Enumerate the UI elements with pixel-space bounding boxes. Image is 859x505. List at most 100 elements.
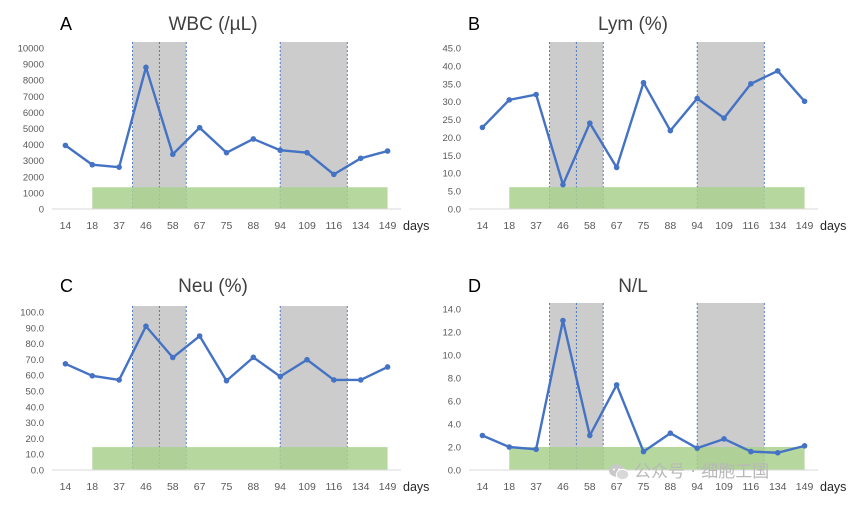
x-tick-label: 37 xyxy=(113,220,125,232)
y-tick-label: 0.0 xyxy=(448,466,461,477)
x-tick-label: 116 xyxy=(326,481,343,493)
x-tick-label: 37 xyxy=(530,481,542,493)
data-point xyxy=(223,149,230,156)
x-tick-label: 88 xyxy=(248,220,260,232)
x-tick-label: 14 xyxy=(477,220,489,232)
chart-panel-c: 0.0 10.0 20.0 30.0 40.0 50.0 60.0 70.0 80.0 90.0 1… xyxy=(20,276,429,494)
x-axis-unit: days xyxy=(403,219,429,233)
chart-title: Lym (%) xyxy=(598,14,668,35)
y-tick-label: 25.0 xyxy=(443,115,462,126)
x-tick-label: 75 xyxy=(638,220,650,232)
x-tick-label: 58 xyxy=(584,220,596,232)
x-tick-label: 18 xyxy=(86,481,98,493)
data-point xyxy=(196,333,203,339)
shaded-region xyxy=(549,42,604,209)
x-tick-label: 67 xyxy=(194,481,206,493)
x-tick-label: 14 xyxy=(477,481,489,493)
data-point xyxy=(116,377,122,383)
data-point xyxy=(640,448,647,455)
x-tick-label: 109 xyxy=(715,481,733,493)
shaded-region xyxy=(697,42,765,209)
chart-panel-a: 0 1000 2000 3000 4000 5000 6000 7000 8000 9000 100… xyxy=(18,14,430,233)
shaded-region xyxy=(280,42,348,209)
reference-band xyxy=(509,187,805,209)
x-tick-label: 58 xyxy=(167,220,179,232)
y-tick-label: 8.0 xyxy=(448,374,461,385)
x-tick-label: 116 xyxy=(743,481,760,493)
data-point xyxy=(560,181,566,188)
x-tick-label: 18 xyxy=(503,481,515,493)
data-point xyxy=(613,382,620,388)
y-tick-label: 10.0 xyxy=(443,169,462,180)
x-tick-label: 134 xyxy=(352,220,370,232)
chart-title: Neu (%) xyxy=(178,276,248,297)
x-tick-label: 58 xyxy=(584,481,596,493)
x-tick-label: 58 xyxy=(167,481,179,493)
y-tick-label: 30.0 xyxy=(26,418,45,429)
data-point xyxy=(479,124,486,131)
panel-label: B xyxy=(468,14,480,34)
y-tick-label: 90.0 xyxy=(26,323,45,334)
data-point xyxy=(479,432,486,439)
y-tick-label: 5.0 xyxy=(448,187,461,198)
data-point xyxy=(143,323,149,330)
wechat-icon xyxy=(609,464,630,481)
data-point xyxy=(170,354,176,361)
data-point xyxy=(721,115,727,121)
data-point xyxy=(384,364,391,370)
y-tick-label: 8000 xyxy=(23,76,44,87)
data-point xyxy=(304,149,310,156)
y-tick-label: 60.0 xyxy=(26,371,45,382)
y-tick-label: 4.0 xyxy=(448,420,461,431)
data-point xyxy=(694,95,700,102)
y-tick-label: 80.0 xyxy=(26,339,45,350)
y-tick-label: 45.0 xyxy=(443,44,462,55)
x-tick-label: 75 xyxy=(638,481,650,493)
y-tick-label: 6000 xyxy=(23,108,44,119)
x-tick-label: 67 xyxy=(194,220,206,232)
x-tick-label: 18 xyxy=(503,220,515,232)
data-point xyxy=(748,80,754,87)
x-tick-label: 88 xyxy=(248,481,260,493)
x-tick-label: 134 xyxy=(769,220,787,232)
x-tick-label: 116 xyxy=(743,220,760,232)
y-tick-label: 20.0 xyxy=(26,434,45,445)
x-tick-label: 37 xyxy=(113,481,125,493)
data-point xyxy=(277,373,283,380)
data-point xyxy=(357,377,364,383)
y-tick-label: 6.0 xyxy=(448,397,461,408)
y-tick-label: 50.0 xyxy=(26,387,45,398)
y-tick-label: 40.0 xyxy=(26,402,45,413)
y-tick-label: 7000 xyxy=(23,92,44,103)
y-tick-label: 4000 xyxy=(23,140,44,151)
x-axis-unit: days xyxy=(820,219,846,233)
y-tick-label: 1000 xyxy=(23,188,44,199)
y-tick-label: 3000 xyxy=(23,156,44,167)
x-tick-label: 149 xyxy=(379,481,397,493)
x-tick-label: 88 xyxy=(665,220,677,232)
x-tick-label: 67 xyxy=(611,220,623,232)
data-point xyxy=(721,436,727,442)
y-tick-label: 10.0 xyxy=(443,351,462,362)
data-point xyxy=(331,377,337,383)
x-tick-label: 18 xyxy=(86,220,98,232)
data-point xyxy=(506,97,513,103)
x-tick-label: 109 xyxy=(715,220,733,232)
data-point xyxy=(250,354,257,361)
x-tick-label: 149 xyxy=(796,481,814,493)
x-tick-label: 94 xyxy=(691,481,703,493)
data-point xyxy=(801,98,808,105)
shaded-region xyxy=(132,42,187,209)
x-tick-label: 46 xyxy=(557,220,569,232)
data-point xyxy=(748,448,754,455)
data-point xyxy=(587,432,593,439)
data-point xyxy=(774,68,781,74)
x-tick-label: 109 xyxy=(298,220,316,232)
data-point xyxy=(250,136,257,142)
x-tick-label: 88 xyxy=(665,481,677,493)
data-point xyxy=(384,148,391,154)
x-tick-label: 149 xyxy=(796,220,814,232)
x-tick-label: 14 xyxy=(60,481,72,493)
y-tick-label: 20.0 xyxy=(443,133,462,144)
y-tick-label: 9000 xyxy=(23,60,44,71)
